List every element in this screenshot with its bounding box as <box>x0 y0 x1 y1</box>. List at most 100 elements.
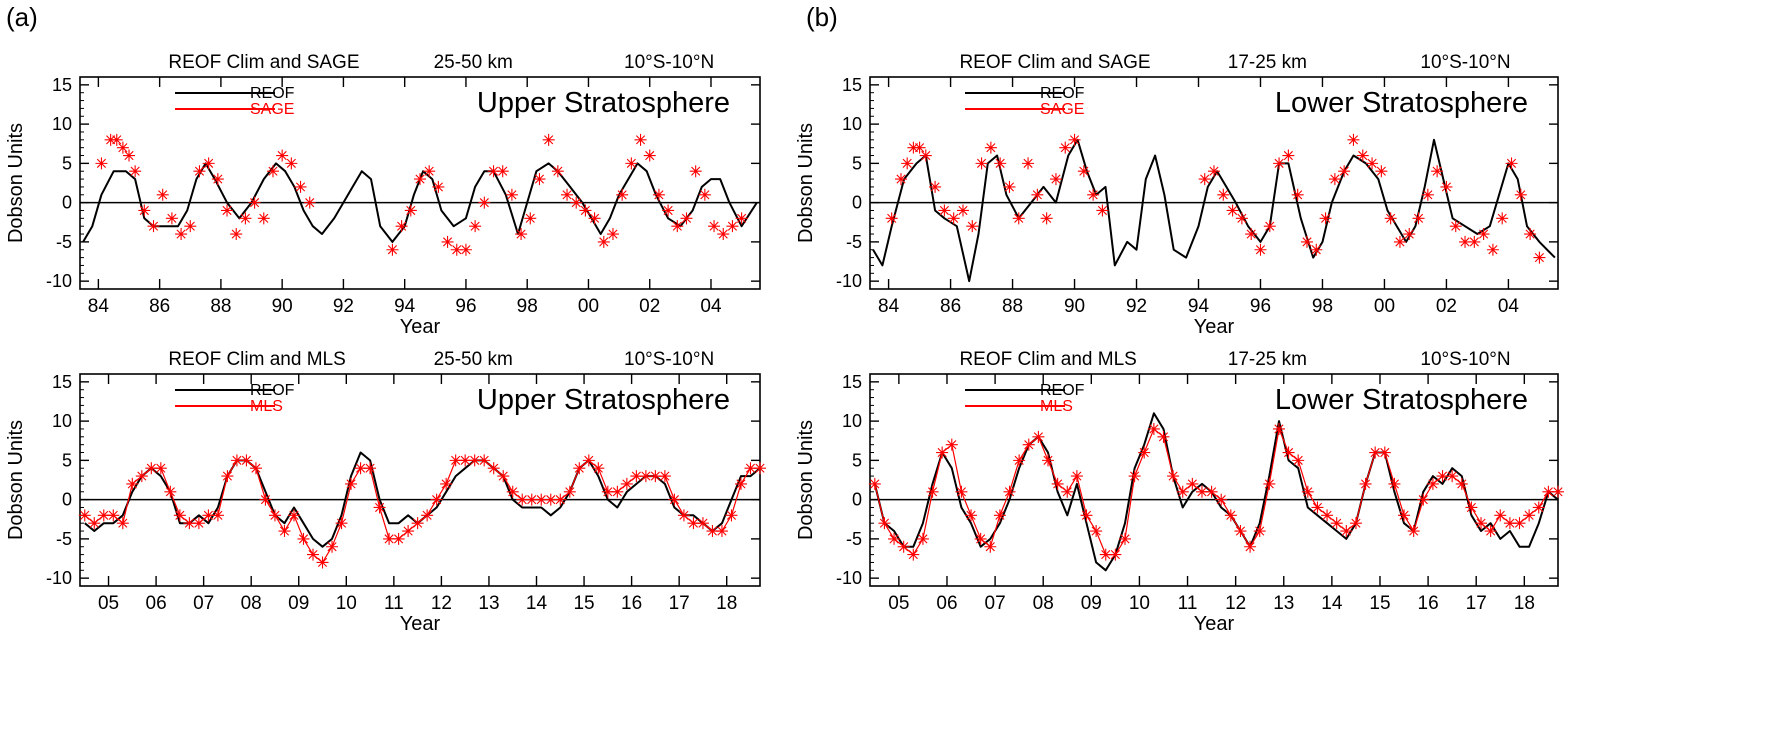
a-bottom-xtick-label: 07 <box>193 593 214 614</box>
b-top-marker-sage <box>1384 212 1397 225</box>
b-top-legend-label-1: SAGE <box>1040 101 1084 118</box>
a-bottom-marker-mls <box>734 477 747 490</box>
b-bottom-marker-mls <box>1186 477 1199 490</box>
a-bottom-xtick-label: 09 <box>288 593 309 614</box>
a-top-xtick-label: 94 <box>394 296 416 317</box>
a-top-marker-sage <box>116 141 129 154</box>
b-bottom-xtick-label: 12 <box>1225 593 1246 614</box>
a-top-marker-sage <box>386 243 399 256</box>
b-top-xtick-label: 88 <box>1002 296 1023 317</box>
a-bottom-marker-mls <box>525 493 538 506</box>
b-top-marker-sage <box>1440 180 1453 193</box>
b-bottom-marker-mls <box>1167 470 1180 483</box>
a-top-marker-sage <box>193 165 206 178</box>
b-top-header-2: 10°S-10°N <box>1420 52 1510 73</box>
a-top-xtick-label: 00 <box>578 296 599 317</box>
a-bottom-plot-frame <box>79 373 761 587</box>
a-bottom-marker-mls <box>687 517 700 530</box>
a-bottom-marker-mls <box>544 493 557 506</box>
a-top-marker-sage <box>551 165 564 178</box>
b-bottom-xtick-label: 06 <box>936 593 957 614</box>
b-top-marker-sage <box>1291 188 1304 201</box>
b-bottom-ytick-label: 10 <box>842 411 862 431</box>
a-top-marker-sage <box>698 188 711 201</box>
b-bottom-marker-mls <box>1494 509 1507 522</box>
a-bottom-marker-mls <box>573 462 586 475</box>
a-top-marker-sage <box>606 228 619 241</box>
b-bottom-marker-mls <box>1244 540 1257 553</box>
b-bottom-legend-label-1: MLS <box>1040 398 1073 415</box>
b-top-xtick-label: 94 <box>1188 296 1210 317</box>
a-top-marker-sage <box>478 196 491 209</box>
a-top-marker-sage <box>239 212 252 225</box>
b-top-marker-sage <box>1040 212 1053 225</box>
b-top-series-line-reof <box>872 138 1556 283</box>
a-top-ytick-label: 15 <box>52 75 72 95</box>
b-bottom-marker-mls <box>1292 454 1305 467</box>
b-top-legend-label-0: REOF <box>1040 85 1085 102</box>
b-top-marker-sage <box>1059 141 1072 154</box>
b-top-marker-sage <box>1208 165 1220 178</box>
b-bottom-marker-mls <box>1032 430 1045 443</box>
b-top-marker-sage <box>966 220 979 233</box>
a-bottom-ytick-label: -5 <box>56 529 72 549</box>
a-bottom-ytick-label: 0 <box>62 490 72 510</box>
a-bottom-marker-mls <box>478 454 491 467</box>
b-top-marker-sage <box>1505 157 1518 170</box>
a-top-marker-sage <box>505 188 518 201</box>
a-bottom-marker-mls <box>221 470 234 483</box>
a-top-marker-sage <box>726 220 739 233</box>
b-bottom-marker-mls <box>907 548 920 561</box>
b-top-marker-sage <box>1049 173 1062 186</box>
b-bottom-marker-mls <box>1465 501 1478 514</box>
b-bottom-marker-mls <box>1378 446 1391 459</box>
b-bottom-xtick-label: 18 <box>1514 593 1535 614</box>
b-top-xtick-label: 92 <box>1126 296 1147 317</box>
b-top-ytick-label: 15 <box>842 75 862 95</box>
b-bottom-region-label: Lower Stratosphere <box>1275 384 1528 416</box>
b-bottom-marker-mls <box>1321 509 1334 522</box>
b-top-xtick-label: 04 <box>1498 296 1520 317</box>
b-bottom-xtick-label: 13 <box>1273 593 1294 614</box>
a-top-marker-sage <box>616 188 629 201</box>
b-top-header-0: REOF Clim and SAGE <box>959 52 1150 73</box>
a-top-marker-sage <box>404 204 417 217</box>
b-bottom-marker-mls <box>1224 509 1237 522</box>
b-top-marker-sage <box>913 141 926 154</box>
a-bottom-marker-mls <box>563 485 576 498</box>
a-bottom-marker-mls <box>421 509 434 522</box>
a-bottom-marker-mls <box>430 493 443 506</box>
b-bottom-marker-mls <box>965 509 978 522</box>
b-bottom-marker-mls <box>1253 525 1266 538</box>
b-bottom-header-0: REOF Clim and MLS <box>959 349 1136 370</box>
b-top-marker-sage <box>894 173 907 186</box>
a-top-marker-sage <box>579 204 592 217</box>
b-bottom-marker-mls <box>1099 548 1112 561</box>
a-top-xtick-label: 02 <box>639 296 660 317</box>
b-bottom-marker-mls <box>878 517 891 530</box>
b-top-marker-sage <box>1403 228 1416 241</box>
a-top-marker-sage <box>266 165 279 178</box>
a-top-series-line-reof <box>82 162 758 243</box>
a-bottom-header-0: REOF Clim and MLS <box>168 349 345 370</box>
b-top-marker-sage <box>1328 173 1341 186</box>
b-top-marker-sage <box>1347 133 1360 146</box>
a-top-marker-sage <box>708 220 721 233</box>
a-bottom-marker-mls <box>278 525 291 538</box>
b-top-marker-sage <box>1533 251 1546 264</box>
a-top-marker-sage <box>689 165 702 178</box>
b-top-xtick-label: 00 <box>1374 296 1395 317</box>
b-top-marker-sage <box>1235 212 1248 225</box>
a-top-marker-sage <box>441 235 454 248</box>
b-bottom-ytick-label: -5 <box>846 529 862 549</box>
b-bottom-xlabel: Year <box>1194 613 1235 635</box>
a-bottom-xtick-label: 14 <box>526 593 548 614</box>
b-bottom-header-1: 17-25 km <box>1228 349 1307 370</box>
a-top-marker-sage <box>432 180 445 193</box>
a-bottom-marker-mls <box>287 509 300 522</box>
b-top-marker-sage <box>1198 173 1211 186</box>
b-top-marker-sage <box>1496 212 1509 225</box>
b-top-marker-sage <box>1459 235 1472 248</box>
b-top-header-1: 17-25 km <box>1228 52 1307 73</box>
a-bottom-marker-mls <box>639 470 652 483</box>
